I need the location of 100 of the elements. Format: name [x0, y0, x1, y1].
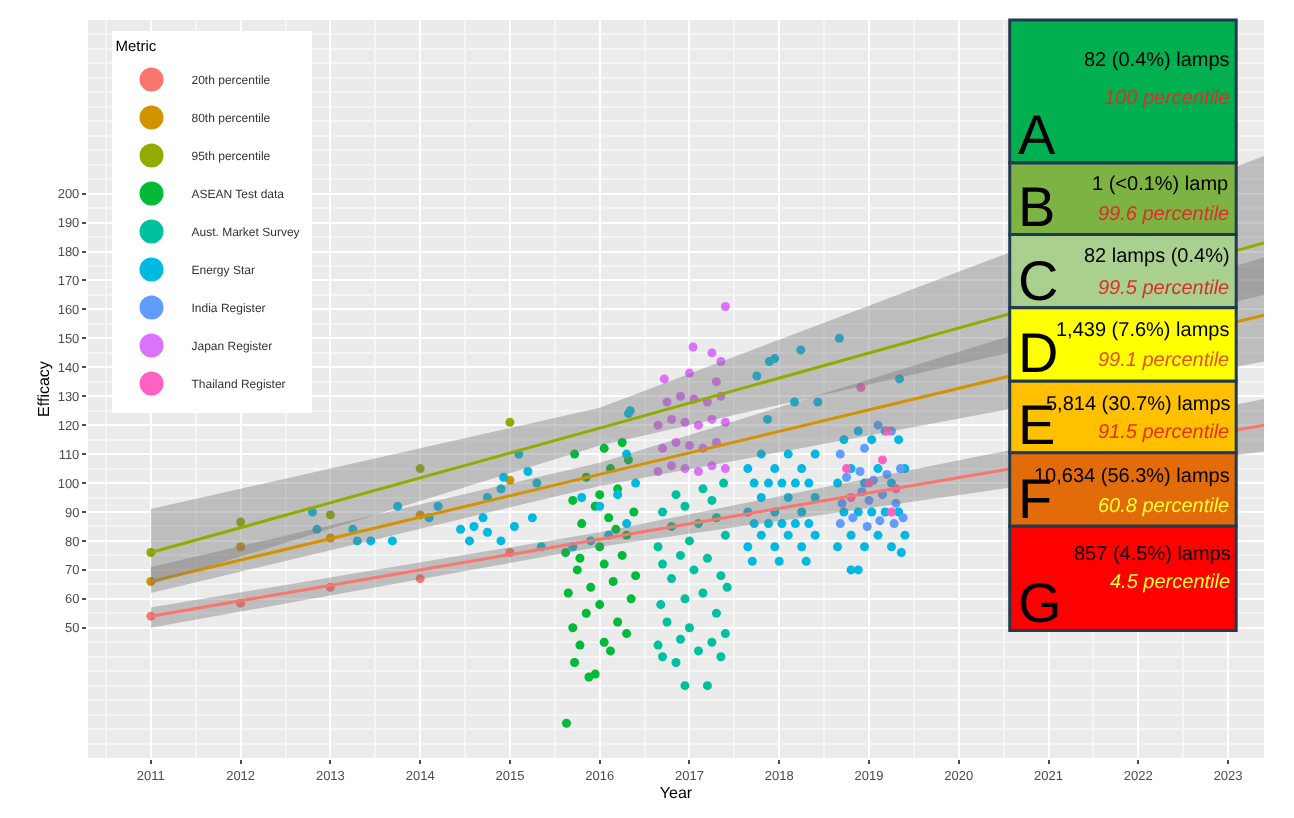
- point: [707, 461, 717, 471]
- point: [882, 469, 892, 479]
- point: [662, 617, 672, 627]
- point: [889, 519, 899, 529]
- point: [577, 519, 587, 529]
- point: [595, 542, 605, 552]
- point: [716, 357, 726, 366]
- point: [722, 582, 732, 592]
- point: [568, 495, 578, 505]
- point: [716, 652, 726, 662]
- annotation: 99.5 percentile: [1098, 278, 1231, 300]
- point: [848, 513, 858, 523]
- point: [611, 524, 621, 534]
- point: [570, 658, 580, 667]
- point: [898, 513, 908, 523]
- annotation: 99.1 percentile: [1098, 350, 1231, 372]
- point: [862, 521, 872, 531]
- point: [656, 600, 666, 610]
- point: [561, 548, 571, 558]
- point: [698, 588, 708, 598]
- point: [675, 634, 685, 644]
- point: [572, 565, 582, 575]
- point: [667, 574, 677, 584]
- point: [856, 383, 866, 393]
- point: [675, 391, 685, 401]
- point: [720, 530, 730, 540]
- annotation: A: [1018, 104, 1056, 166]
- point: [671, 658, 681, 667]
- point: [570, 449, 580, 459]
- point: [835, 519, 845, 529]
- annotation: 82 lamps (0.4%): [1084, 246, 1230, 268]
- point: [568, 623, 578, 633]
- point: [860, 443, 870, 453]
- point: [680, 464, 690, 474]
- point: [599, 443, 609, 453]
- x-axis-title: Year: [659, 783, 693, 802]
- point: [864, 495, 874, 505]
- point: [864, 478, 874, 488]
- point: [629, 507, 639, 517]
- point: [842, 472, 852, 482]
- point: [891, 498, 901, 508]
- point: [702, 553, 712, 563]
- point: [653, 542, 663, 552]
- point: [835, 449, 845, 459]
- point: [658, 507, 668, 517]
- point: [595, 600, 605, 610]
- point: [702, 681, 712, 691]
- annotation: 99.6 percentile: [1098, 204, 1231, 226]
- point: [720, 302, 730, 312]
- point: [688, 342, 698, 352]
- point: [617, 438, 627, 448]
- point: [667, 414, 677, 424]
- point: [684, 440, 694, 450]
- point: [680, 681, 690, 691]
- point: [604, 513, 614, 523]
- annotation: 91.5 percentile: [1098, 422, 1231, 444]
- point: [236, 542, 246, 552]
- point: [581, 608, 591, 618]
- point: [586, 582, 596, 592]
- point: [599, 637, 609, 647]
- point: [613, 617, 623, 627]
- point: [877, 455, 887, 465]
- point: [716, 571, 726, 581]
- annotation: B: [1018, 176, 1056, 238]
- point: [711, 377, 721, 387]
- point: [599, 559, 609, 569]
- point: [631, 571, 641, 581]
- point: [675, 550, 685, 560]
- annotation: 857 (4.5%) lamps: [1074, 544, 1231, 566]
- point: [680, 417, 690, 427]
- point: [658, 443, 668, 453]
- point: [693, 466, 703, 476]
- point: [653, 420, 663, 430]
- point: [575, 553, 585, 563]
- point: [325, 510, 335, 520]
- y-axis-title: Efficacy: [35, 361, 54, 417]
- point: [711, 608, 721, 618]
- point: [608, 576, 618, 586]
- point: [590, 669, 600, 679]
- point: [505, 417, 515, 427]
- annotation: G: [1018, 572, 1062, 634]
- annotation: 100 percentile: [1104, 88, 1231, 110]
- point: [693, 420, 703, 430]
- annotation: 4.5 percentile: [1110, 572, 1231, 594]
- point: [719, 478, 729, 488]
- point: [720, 464, 730, 474]
- point: [605, 646, 615, 656]
- point: [698, 484, 708, 494]
- point: [684, 623, 694, 633]
- point: [707, 637, 717, 647]
- point: [671, 438, 681, 448]
- point: [415, 574, 425, 584]
- point: [684, 368, 694, 378]
- point: [693, 646, 703, 656]
- point: [659, 374, 669, 384]
- point: [561, 718, 571, 728]
- point: [575, 640, 585, 650]
- annotation: 1,439 (7.6%) lamps: [1056, 320, 1230, 342]
- annotation: C: [1018, 250, 1059, 312]
- point: [689, 565, 699, 575]
